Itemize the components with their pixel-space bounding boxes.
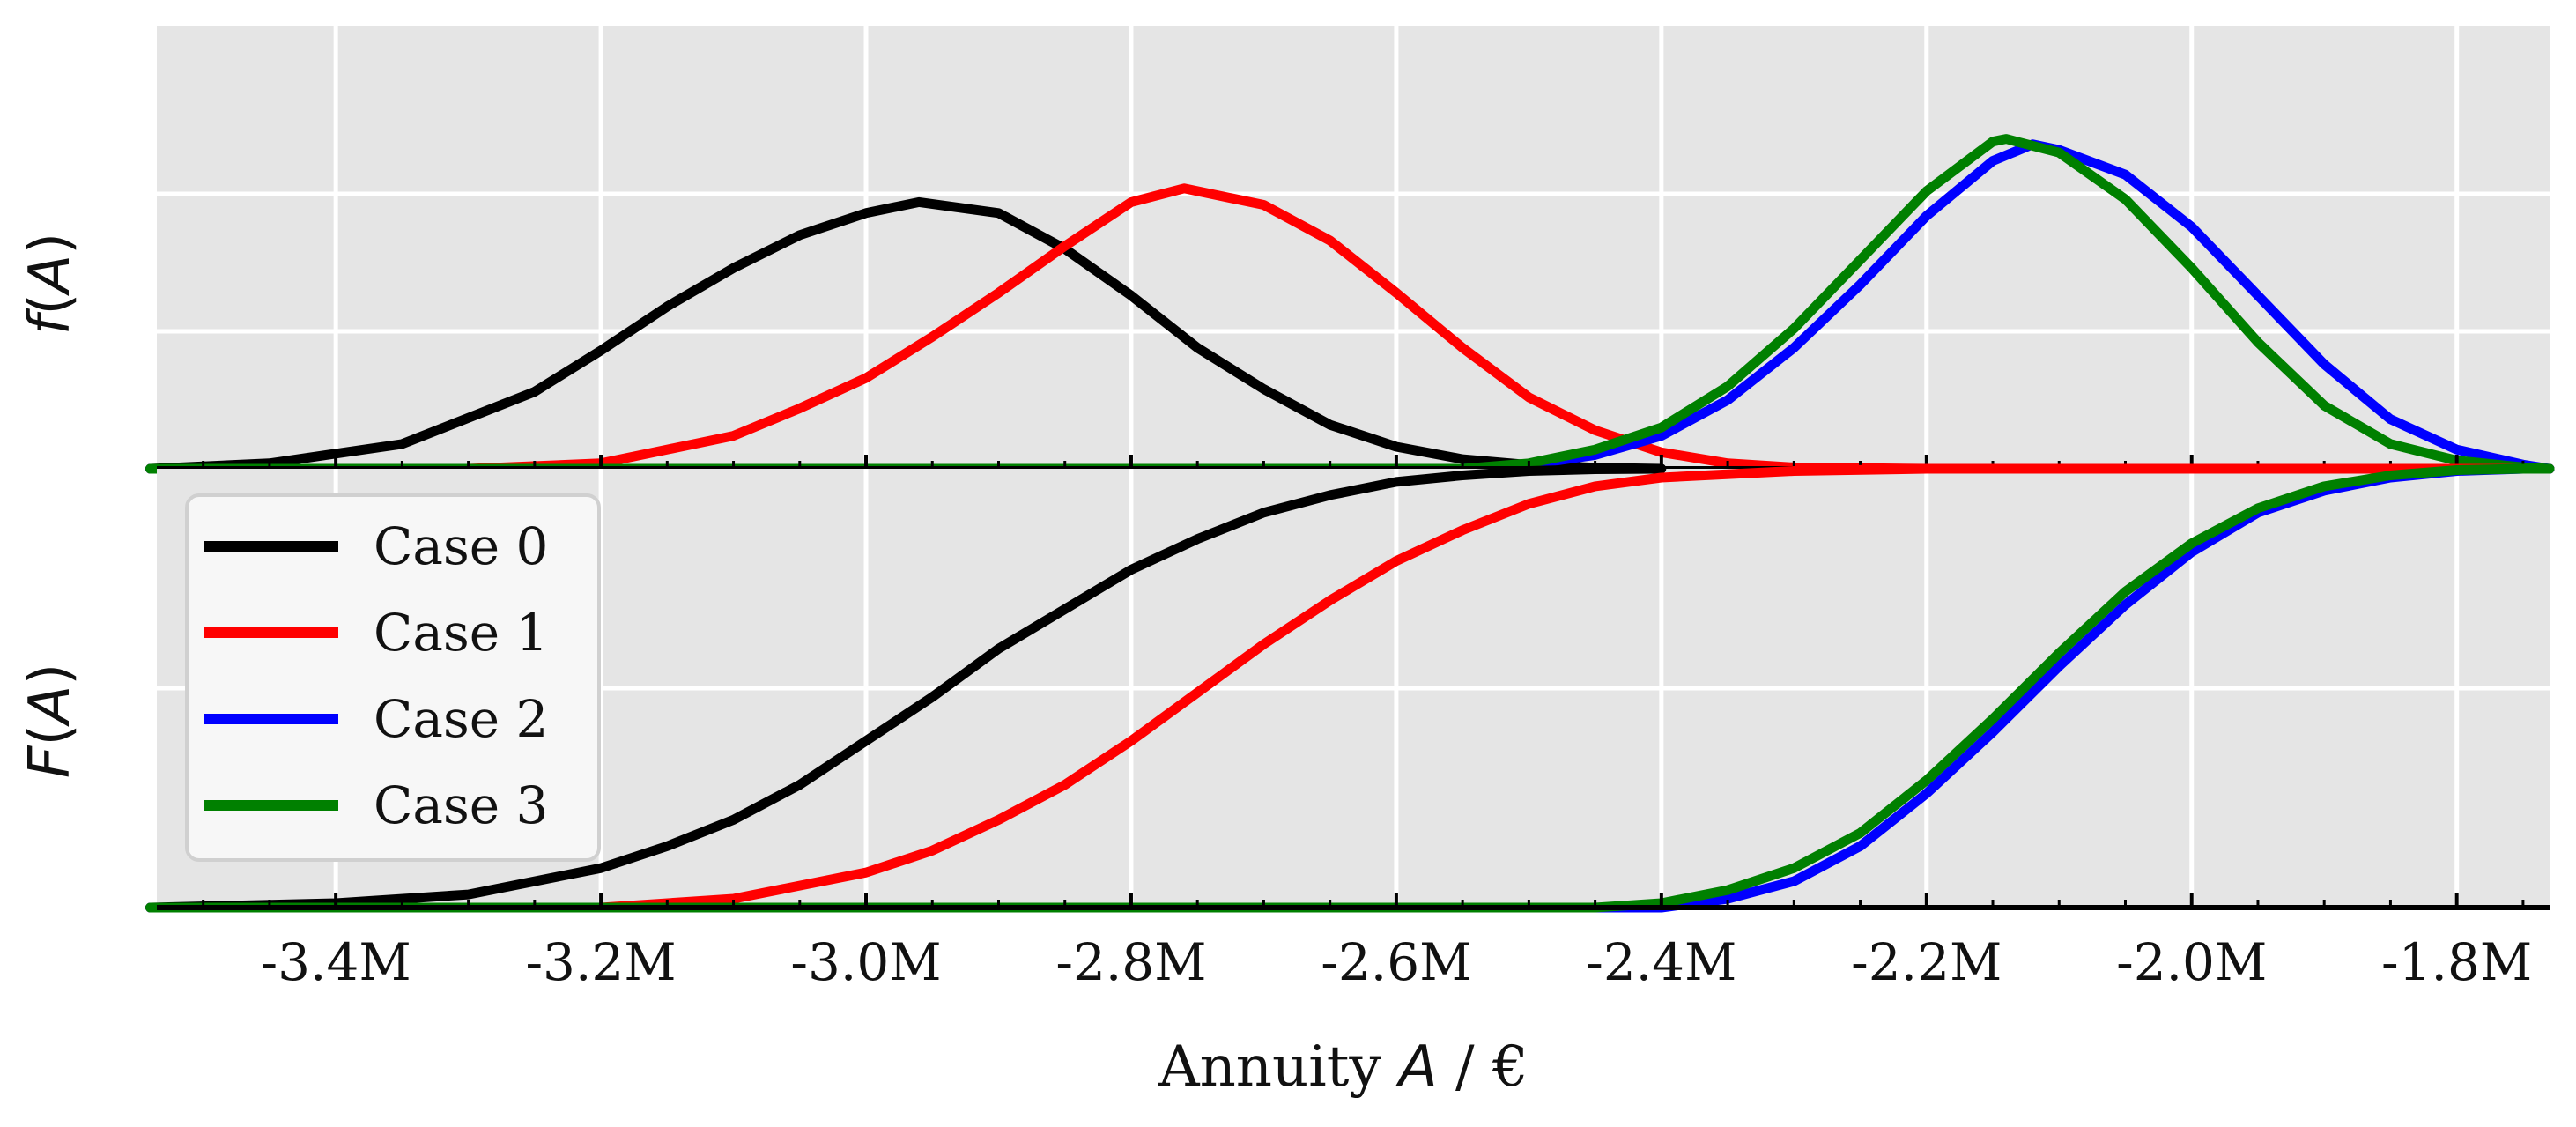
x-tick-label-3: -2.8M — [1055, 932, 1206, 992]
cdf-x-ticks — [202, 893, 2525, 908]
pdf-plot-area — [157, 26, 2550, 469]
x-label-var: A — [1395, 1034, 1438, 1100]
x-tick-label-5: -2.4M — [1586, 932, 1736, 992]
cdf-series-case-0 — [145, 463, 1667, 913]
legend-box — [185, 493, 601, 862]
pdf-y-label-arg: A — [18, 255, 83, 297]
cdf-y-label-var: F — [18, 745, 83, 778]
pdf-series-case-3 — [145, 134, 2555, 474]
cdf-y-axis-label: F(A) — [18, 664, 83, 779]
pdf-curves — [145, 134, 2555, 474]
pdf-y-axis-label: f(A) — [18, 233, 83, 335]
cdf-curves — [145, 463, 2555, 913]
x-label-pre: Annuity — [1158, 1034, 1399, 1100]
cdf-series-case-3 — [145, 463, 2555, 913]
x-tick-label-1: -3.2M — [525, 932, 676, 992]
cdf-y-label-arg: A — [18, 686, 83, 728]
pdf-y-label-close: ) — [18, 233, 83, 255]
legend-entries: Case 0 Case 1 Case 2 Case 3 — [204, 516, 548, 835]
pdf-series-case-1 — [145, 183, 2555, 474]
legend: Case 0 Case 1 Case 2 Case 3 — [185, 493, 601, 862]
pdf-series-case-2 — [145, 139, 2555, 474]
pdf-series-case-0 — [145, 196, 1667, 474]
legend-label-0: Case 0 — [374, 516, 548, 576]
x-tick-label-8: -1.8M — [2381, 932, 2532, 992]
legend-label-1: Case 1 — [374, 603, 548, 663]
cdf-series-case-1 — [145, 463, 2555, 913]
x-tick-label-0: -3.4M — [261, 932, 411, 992]
x-axis-label: Annuity A / € — [1158, 1034, 1528, 1100]
pdf-panel — [145, 26, 2555, 474]
x-tick-label-7: -2.0M — [2116, 932, 2267, 992]
x-label-post: / € — [1438, 1034, 1529, 1100]
legend-label-3: Case 3 — [374, 775, 548, 835]
cdf-y-label-open: ( — [18, 723, 83, 745]
x-tick-label-6: -2.2M — [1851, 932, 2002, 992]
x-tick-labels: -3.4M -3.2M -3.0M -2.8M -2.6M -2.4M -2.2M -2.0M… — [261, 932, 2533, 992]
x-tick-label-2: -3.0M — [790, 932, 941, 992]
x-tick-label-4: -2.6M — [1321, 932, 1471, 992]
legend-label-2: Case 2 — [374, 689, 548, 749]
cdf-y-label-close: ) — [18, 664, 83, 686]
pdf-y-label-open: ( — [18, 293, 83, 315]
